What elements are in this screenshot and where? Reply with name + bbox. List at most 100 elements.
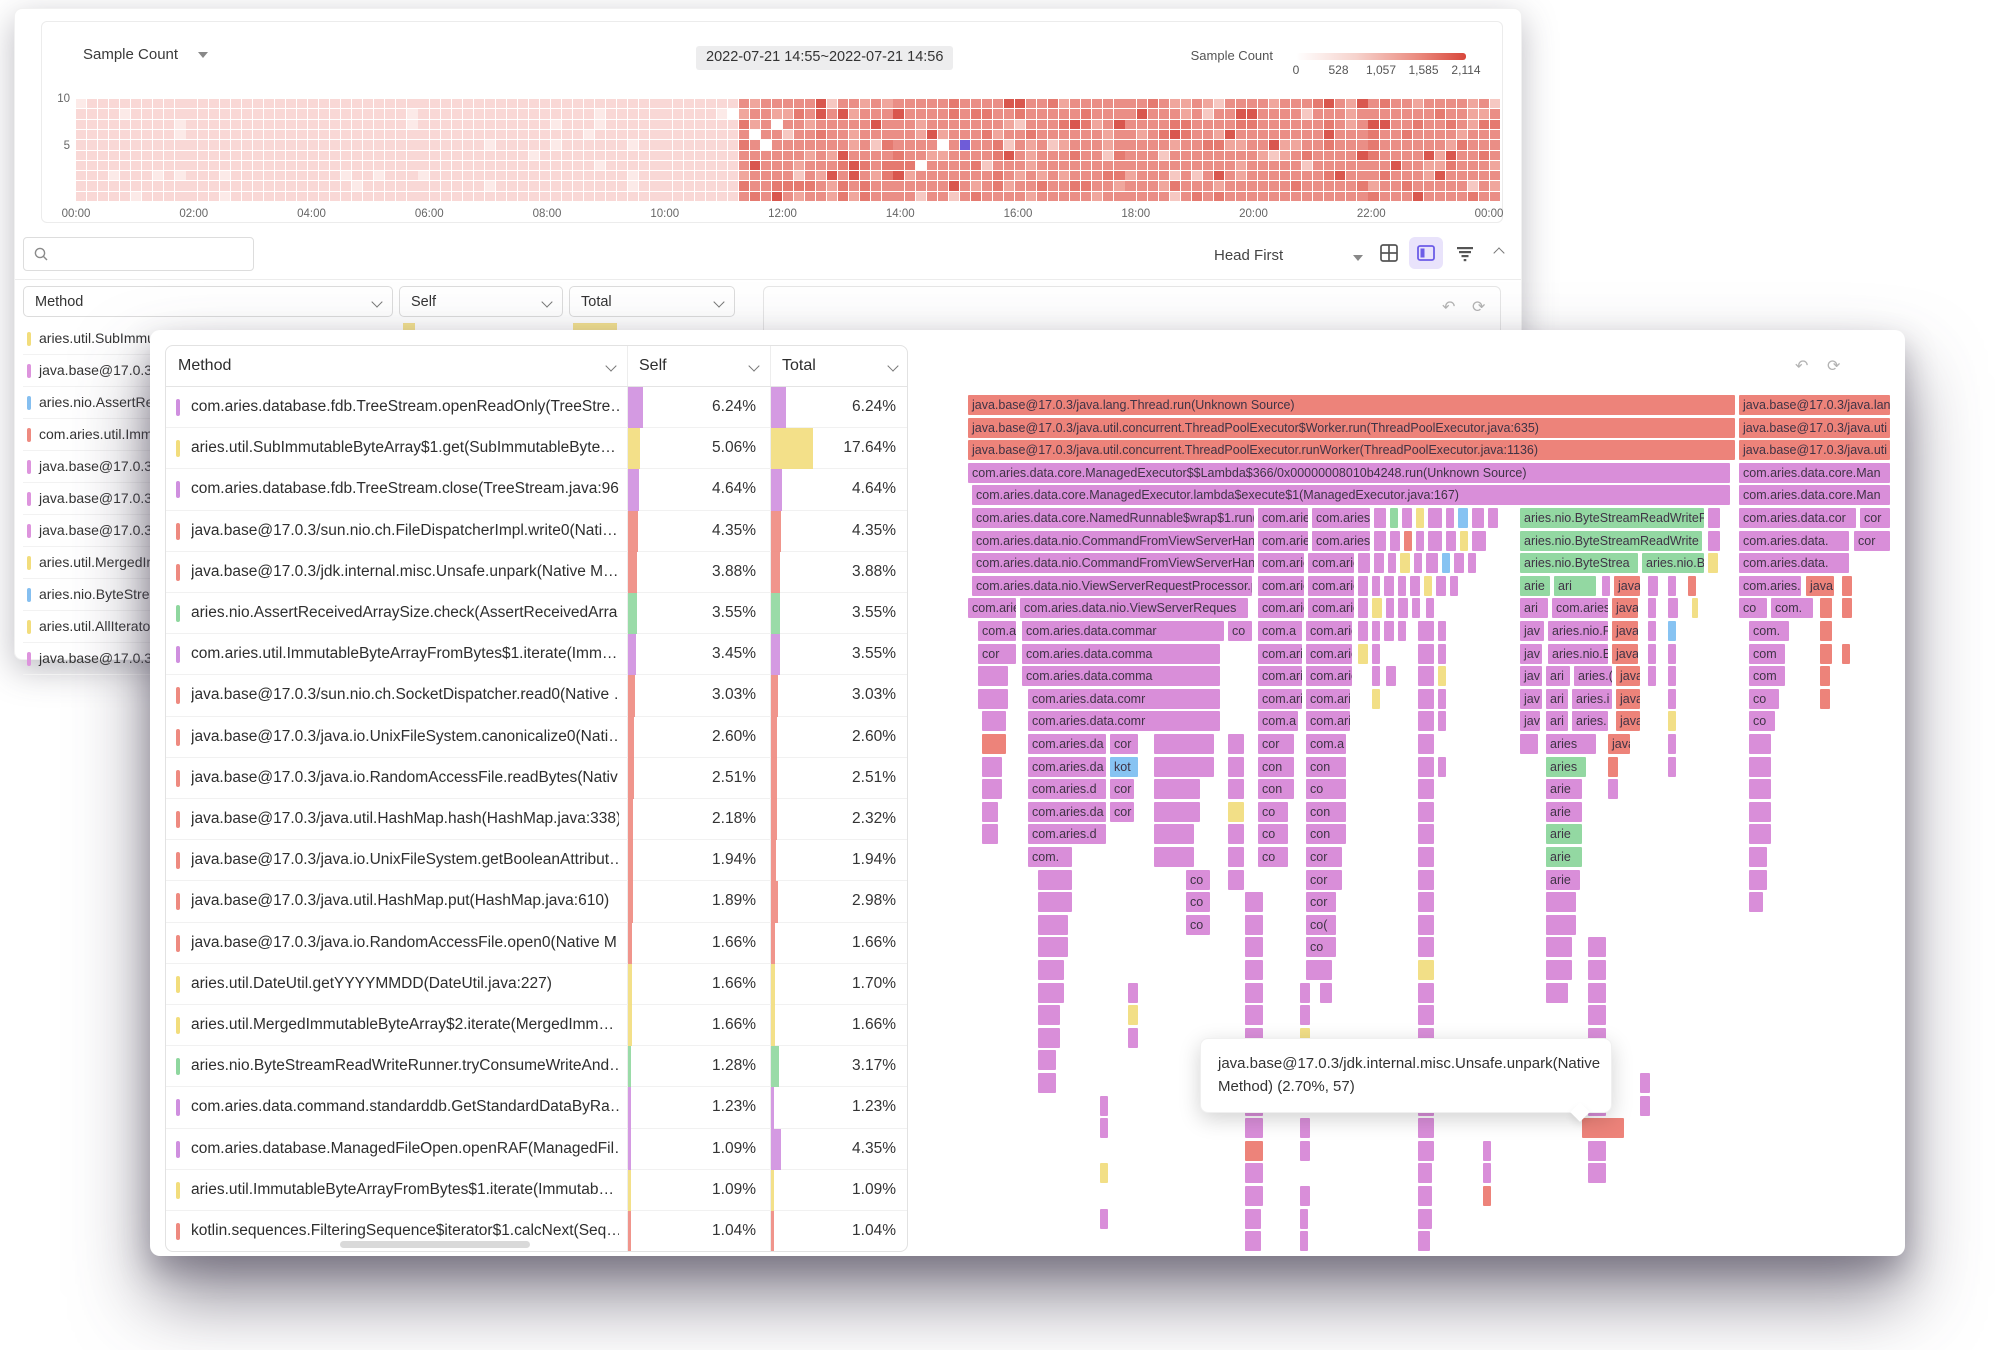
metric-selector[interactable]: Sample Count bbox=[83, 46, 179, 63]
flame-cell[interactable] bbox=[1648, 666, 1656, 687]
flame-cell[interactable] bbox=[1582, 1118, 1624, 1139]
flame-cell[interactable]: aries bbox=[1546, 756, 1586, 777]
flame-cell[interactable] bbox=[1688, 575, 1696, 596]
flame-cell[interactable] bbox=[1245, 892, 1263, 913]
flame-cell[interactable]: com.aries.d bbox=[1028, 824, 1106, 845]
flame-cell[interactable] bbox=[1708, 508, 1720, 528]
flame-cell[interactable]: com.aries.( bbox=[1258, 598, 1304, 619]
flame-cell[interactable]: com.aries.( bbox=[1258, 575, 1304, 596]
flame-cell[interactable]: com.aries. bbox=[1308, 553, 1354, 574]
flame-cell[interactable]: com.aries.data.comr bbox=[1028, 711, 1220, 732]
flame-cell[interactable] bbox=[1038, 1050, 1056, 1071]
flame-cell[interactable] bbox=[1424, 575, 1432, 596]
flame-cell[interactable]: com.aries.d bbox=[1739, 575, 1801, 596]
flame-cell[interactable] bbox=[1245, 1163, 1263, 1184]
flame-cell[interactable] bbox=[1245, 914, 1263, 935]
flame-cell[interactable] bbox=[1668, 756, 1676, 777]
flame-cell[interactable] bbox=[1418, 892, 1434, 913]
flame-cell[interactable]: arie bbox=[1546, 847, 1582, 867]
flame-cell[interactable]: com.aries.da bbox=[1028, 734, 1106, 754]
flame-cell[interactable] bbox=[1418, 824, 1434, 845]
flame-cell[interactable]: aries.nio.B bbox=[1642, 553, 1704, 574]
flame-cell[interactable] bbox=[1458, 508, 1468, 528]
table-row[interactable]: java.base@17.0.3/java.io.RandomAccessFil… bbox=[166, 922, 907, 964]
flame-cell[interactable] bbox=[1300, 1140, 1310, 1161]
flame-cell[interactable] bbox=[1358, 621, 1368, 641]
flame-cell[interactable]: co bbox=[1739, 598, 1767, 619]
flame-cell[interactable]: com.aries.data.nio.CommandFromViewServer… bbox=[972, 553, 1254, 574]
flame-cell[interactable] bbox=[1038, 1005, 1060, 1026]
flame-cell[interactable]: java. bbox=[1616, 666, 1640, 687]
flame-cell[interactable]: com.arie bbox=[1306, 621, 1352, 641]
flame-cell[interactable]: com. bbox=[1749, 621, 1789, 641]
flame-cell[interactable]: jav bbox=[1520, 688, 1542, 709]
flame-cell[interactable]: com.aries.data.core.ManagedExecutor$$Lam… bbox=[968, 462, 1730, 483]
flame-cell[interactable] bbox=[1228, 869, 1244, 890]
flame-cell[interactable]: co bbox=[1186, 914, 1210, 935]
flame-cell[interactable] bbox=[1438, 621, 1446, 641]
table-row[interactable]: aries.util.DateUtil.getYYYYMMDD(DateUtil… bbox=[166, 963, 907, 1005]
flame-cell[interactable] bbox=[1228, 756, 1244, 777]
flame-cell[interactable] bbox=[1418, 621, 1434, 641]
flame-cell[interactable]: com.aries. bbox=[1258, 553, 1304, 574]
table-row[interactable]: java.base@17.0.3/java.util.HashMap.put(H… bbox=[166, 881, 907, 923]
flame-cell[interactable] bbox=[1820, 621, 1832, 641]
flame-cell[interactable] bbox=[1154, 824, 1194, 845]
flame-cell[interactable] bbox=[1418, 756, 1434, 777]
flame-cell[interactable]: com.ari bbox=[1306, 688, 1350, 709]
flame-cell[interactable] bbox=[1245, 960, 1263, 980]
flame-cell[interactable]: java. bbox=[1616, 711, 1640, 732]
flame-cell[interactable]: arie bbox=[1546, 779, 1582, 800]
flame-cell[interactable] bbox=[1372, 666, 1380, 687]
flame-cell[interactable] bbox=[1442, 553, 1450, 574]
search-input[interactable] bbox=[23, 237, 254, 271]
flame-cell[interactable]: com.aries.data.core.Man bbox=[1739, 485, 1890, 506]
flame-cell[interactable]: co( bbox=[1306, 914, 1336, 935]
flame-cell[interactable] bbox=[1588, 1163, 1606, 1184]
redo-icon[interactable]: ⟳ bbox=[1827, 358, 1841, 375]
flame-cell[interactable] bbox=[1438, 688, 1446, 709]
flame-cell[interactable] bbox=[1668, 688, 1676, 709]
flame-cell[interactable] bbox=[1154, 847, 1194, 867]
flame-cell[interactable]: cor bbox=[1854, 530, 1890, 551]
flame-cell[interactable]: java.base@17.0.3/java.util.concurrent.Th… bbox=[968, 417, 1735, 438]
flame-cell[interactable]: cor bbox=[1258, 734, 1294, 754]
flame-cell[interactable] bbox=[1418, 688, 1434, 709]
flame-cell[interactable]: aries bbox=[1546, 734, 1596, 754]
flame-cell[interactable] bbox=[1749, 847, 1767, 867]
flame-cell[interactable] bbox=[1692, 598, 1698, 619]
flame-cell[interactable] bbox=[1483, 1140, 1491, 1161]
flame-cell[interactable]: cor bbox=[1110, 734, 1138, 754]
flame-cell[interactable] bbox=[1418, 1163, 1432, 1184]
flame-cell[interactable] bbox=[1414, 553, 1422, 574]
flame-cell[interactable] bbox=[1546, 960, 1572, 980]
flame-cell[interactable] bbox=[1374, 508, 1386, 528]
undo-icon[interactable]: ↶ bbox=[1442, 299, 1456, 316]
flame-cell[interactable] bbox=[1300, 1005, 1310, 1026]
flame-cell[interactable]: java.base@17.0.3/java.lan bbox=[1739, 395, 1890, 415]
flame-cell[interactable] bbox=[1588, 937, 1606, 958]
flame-cell[interactable]: com.ari bbox=[1306, 711, 1350, 732]
collapse-panel-button[interactable] bbox=[1485, 239, 1513, 267]
flame-cell[interactable]: java. bbox=[1616, 688, 1640, 709]
flame-cell[interactable]: com.aries.d bbox=[1552, 598, 1608, 619]
flame-cell[interactable] bbox=[1418, 1231, 1430, 1252]
flame-cell[interactable] bbox=[1358, 598, 1368, 619]
flame-cell[interactable] bbox=[1428, 508, 1442, 528]
flame-cell[interactable]: com.aries.data.nio.ViewServerRequestProc… bbox=[972, 575, 1252, 596]
flame-cell[interactable] bbox=[1708, 530, 1720, 551]
table-row[interactable]: java.base@17.0.3/java.util.HashMap.hash(… bbox=[166, 799, 907, 841]
flame-cell[interactable] bbox=[1426, 553, 1438, 574]
flame-cell[interactable] bbox=[1438, 666, 1446, 687]
flame-cell[interactable]: con bbox=[1258, 756, 1294, 777]
table-row[interactable]: com.aries.util.ImmutableByteArrayFromByt… bbox=[166, 634, 907, 676]
flame-cell[interactable]: com.aries.data.nio.CommandFromViewServer… bbox=[972, 530, 1254, 551]
flame-cell[interactable] bbox=[1300, 1118, 1310, 1139]
flame-cell[interactable] bbox=[1038, 1073, 1056, 1093]
flame-cell[interactable] bbox=[1038, 960, 1064, 980]
table-row[interactable]: java.base@17.0.3/java.io.UnixFileSystem.… bbox=[166, 716, 907, 758]
flame-cell[interactable]: java.base@17.0.3/java.uti bbox=[1739, 417, 1890, 438]
flame-cell[interactable] bbox=[1372, 621, 1380, 641]
flame-cell[interactable]: com.aries.c bbox=[1258, 530, 1308, 551]
flame-cell[interactable] bbox=[1228, 734, 1244, 754]
